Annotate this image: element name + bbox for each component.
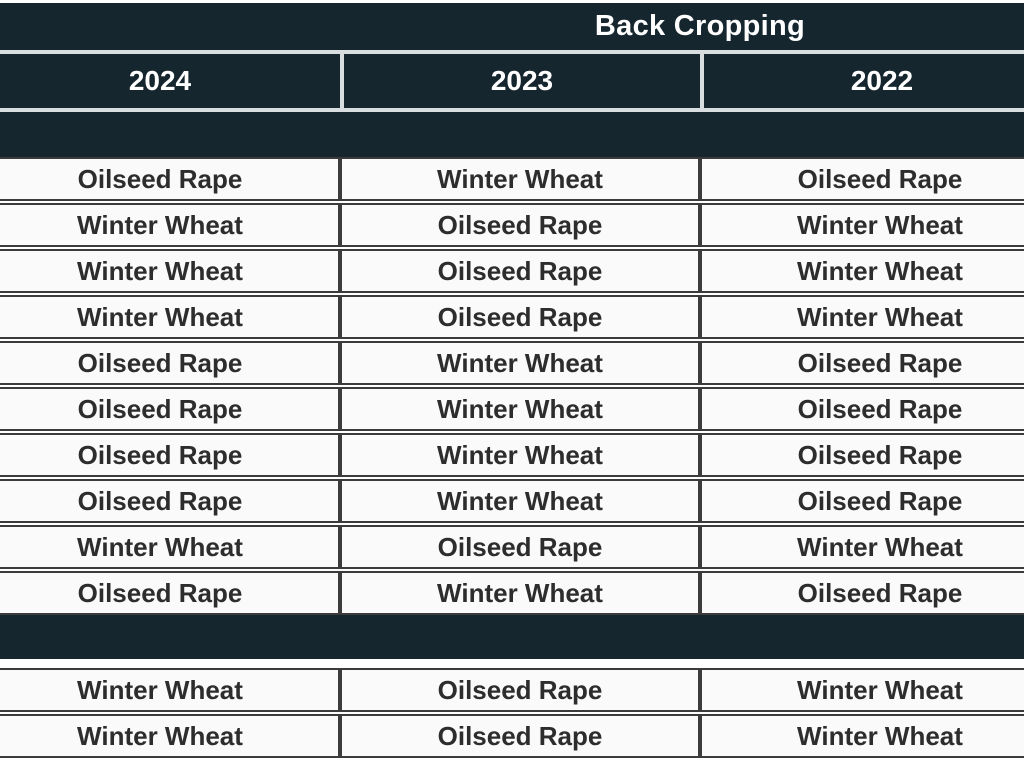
crop-cell: Winter Wheat: [340, 433, 700, 477]
crop-cell: Winter Wheat: [0, 295, 340, 339]
crop-cell: Winter Wheat: [0, 668, 340, 712]
crop-cell: Oilseed Rape: [700, 341, 1024, 385]
crop-cell: Oilseed Rape: [700, 387, 1024, 431]
divider-line: [0, 108, 1024, 112]
crop-cell: Oilseed Rape: [0, 387, 340, 431]
crop-cell: Winter Wheat: [0, 525, 340, 569]
table-title-band: Back Cropping: [0, 3, 1024, 50]
table-body-group-2: Winter Wheat Oilseed Rape Winter Wheat Wint…: [0, 668, 1024, 758]
crop-cell: Winter Wheat: [0, 203, 340, 247]
table-row: Winter Wheat Oilseed Rape Winter Wheat: [0, 203, 1024, 247]
table-row: Winter Wheat Oilseed Rape Winter Wheat: [0, 249, 1024, 293]
crop-cell: Winter Wheat: [340, 157, 700, 201]
table-title: Back Cropping: [594, 10, 806, 42]
crop-cell: Winter Wheat: [0, 714, 340, 758]
section-separator-band: [0, 615, 1024, 659]
table-row: Oilseed Rape Winter Wheat Oilseed Rape: [0, 157, 1024, 201]
crop-cell: Oilseed Rape: [700, 479, 1024, 523]
table-row: Winter Wheat Oilseed Rape Winter Wheat: [0, 295, 1024, 339]
crop-cell: Winter Wheat: [340, 571, 700, 615]
crop-cell: Oilseed Rape: [340, 295, 700, 339]
crop-cell: Winter Wheat: [700, 714, 1024, 758]
crop-cell: Oilseed Rape: [340, 249, 700, 293]
crop-cell: Oilseed Rape: [0, 157, 340, 201]
table-row: Oilseed Rape Winter Wheat Oilseed Rape: [0, 571, 1024, 615]
crop-cell: Winter Wheat: [340, 479, 700, 523]
crop-cell: Oilseed Rape: [0, 571, 340, 615]
year-header-row: 2024 2023 2022: [0, 54, 1024, 108]
table-row: Oilseed Rape Winter Wheat Oilseed Rape: [0, 387, 1024, 431]
crop-cell: Winter Wheat: [700, 203, 1024, 247]
crop-cell: Oilseed Rape: [340, 714, 700, 758]
table-row: Winter Wheat Oilseed Rape Winter Wheat: [0, 714, 1024, 758]
table-row: Oilseed Rape Winter Wheat Oilseed Rape: [0, 341, 1024, 385]
crop-cell: Winter Wheat: [700, 668, 1024, 712]
divider-line: [0, 50, 1024, 54]
table-row: Oilseed Rape Winter Wheat Oilseed Rape: [0, 479, 1024, 523]
crop-cell: Oilseed Rape: [0, 433, 340, 477]
crop-cell: Winter Wheat: [340, 387, 700, 431]
crop-cell: Winter Wheat: [0, 249, 340, 293]
crop-cell: Winter Wheat: [700, 295, 1024, 339]
table-body-group-1: Oilseed Rape Winter Wheat Oilseed Rape Wint…: [0, 157, 1024, 615]
crop-cell: Oilseed Rape: [700, 571, 1024, 615]
crop-cell: Oilseed Rape: [700, 157, 1024, 201]
crop-cell: Oilseed Rape: [700, 433, 1024, 477]
year-column-header-2024: 2024: [128, 65, 192, 96]
crop-cell: Winter Wheat: [340, 341, 700, 385]
crop-cell: Oilseed Rape: [340, 668, 700, 712]
crop-cell: Winter Wheat: [700, 249, 1024, 293]
crop-cell: Oilseed Rape: [340, 203, 700, 247]
crop-cell: Oilseed Rape: [340, 525, 700, 569]
crop-cell: Oilseed Rape: [0, 341, 340, 385]
year-column-header-2022: 2022: [700, 54, 1024, 108]
table-row: Oilseed Rape Winter Wheat Oilseed Rape: [0, 433, 1024, 477]
crop-cell: Winter Wheat: [700, 525, 1024, 569]
year-column-header-2023: 2023: [340, 54, 700, 108]
table-row: Winter Wheat Oilseed Rape Winter Wheat: [0, 525, 1024, 569]
section-separator-band: [0, 112, 1024, 157]
crop-cell: Oilseed Rape: [0, 479, 340, 523]
table-row: Winter Wheat Oilseed Rape Winter Wheat: [0, 668, 1024, 712]
